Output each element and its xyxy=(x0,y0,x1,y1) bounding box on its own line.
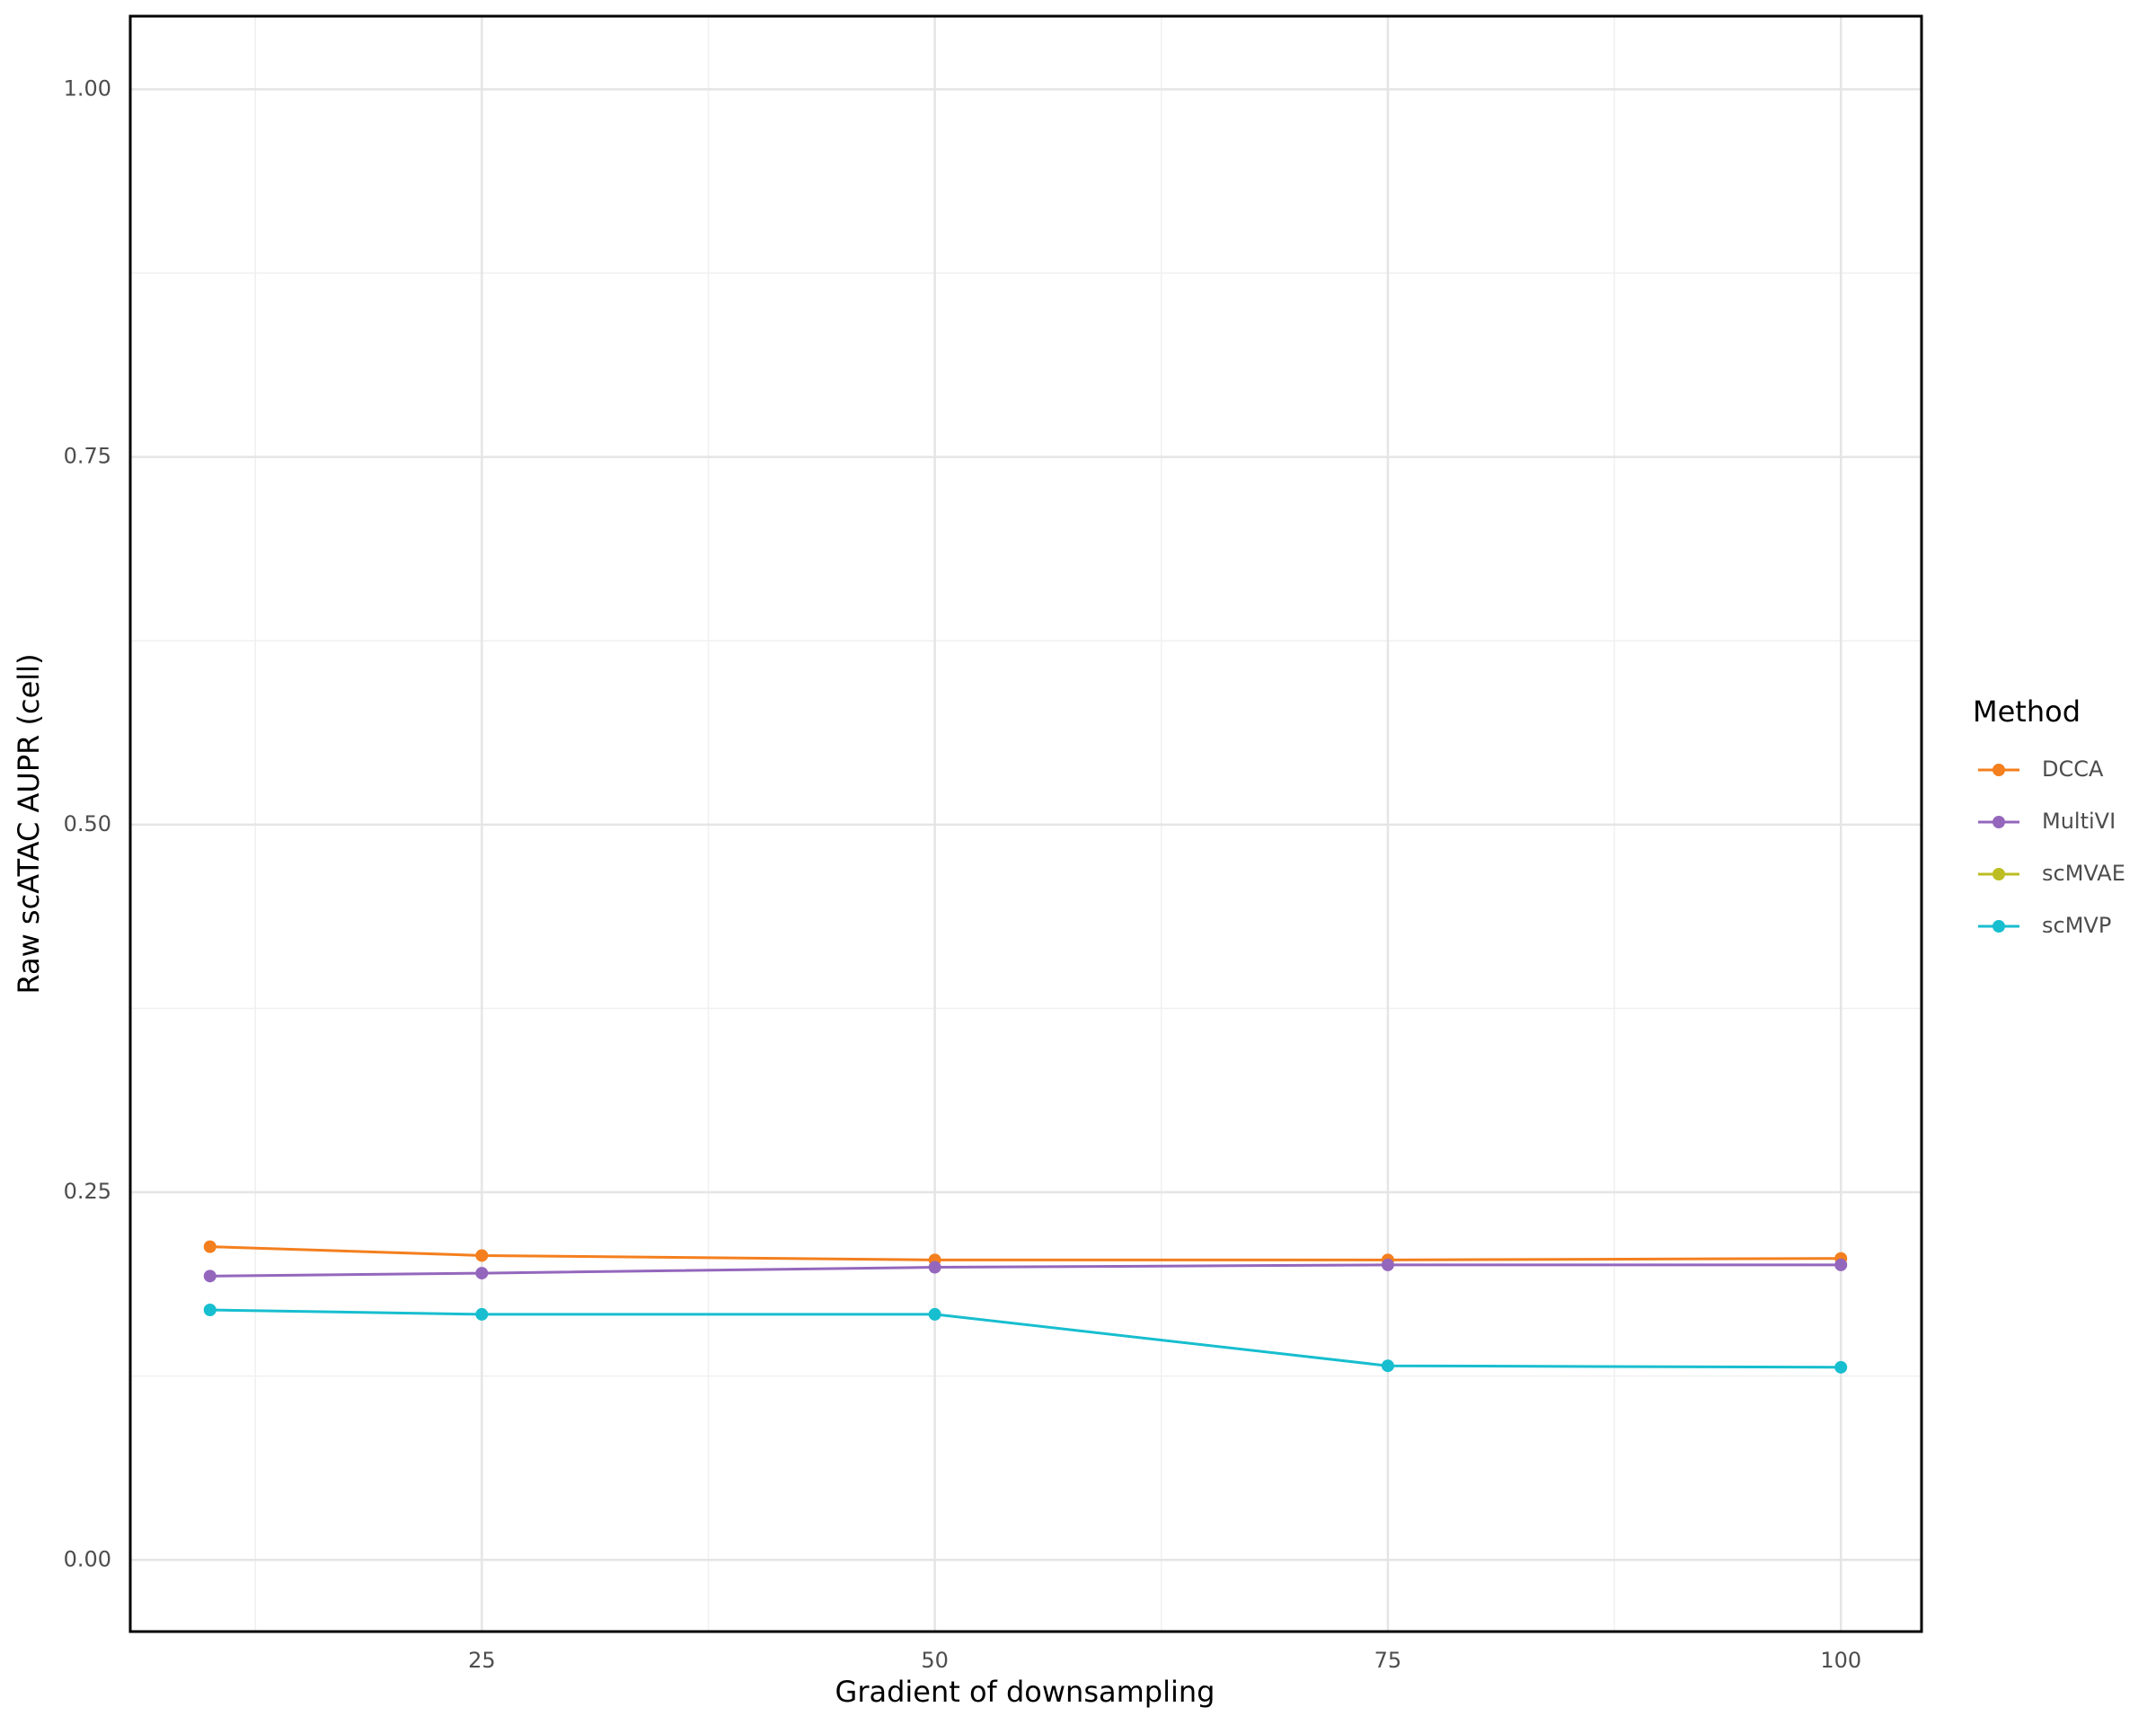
point xyxy=(1834,1360,1848,1374)
point xyxy=(1381,1359,1394,1373)
series-line xyxy=(209,1308,1842,1369)
legend-key-point xyxy=(1993,764,2005,776)
legend-key-point xyxy=(1993,920,2005,933)
point xyxy=(203,1240,216,1253)
point xyxy=(203,1269,216,1283)
point xyxy=(928,1261,941,1274)
point xyxy=(928,1307,941,1321)
legend-label: DCCA xyxy=(2042,756,2104,782)
y-axis-title: Raw scATAC AUPR (cell) xyxy=(12,653,46,994)
grid xyxy=(130,16,1922,1632)
legend-label: scMVP xyxy=(2042,913,2111,938)
point xyxy=(1381,1258,1394,1271)
x-axis-title: Gradient of downsampling xyxy=(835,1675,1215,1709)
x-tick-label: 75 xyxy=(1374,1648,1402,1673)
y-tick-label: 1.00 xyxy=(64,75,111,101)
legend-label: MultiVI xyxy=(2042,809,2116,834)
point xyxy=(475,1249,489,1262)
legend-label: scMVAE xyxy=(2042,861,2125,886)
x-tick-label: 25 xyxy=(468,1648,496,1673)
x-tick-label: 50 xyxy=(921,1648,949,1673)
point xyxy=(475,1307,489,1321)
plot-border xyxy=(128,14,1923,1633)
series-line xyxy=(209,1245,1842,1261)
point xyxy=(475,1267,489,1280)
y-tick-label: 0.25 xyxy=(64,1179,111,1204)
y-tick-label: 0.00 xyxy=(64,1546,111,1571)
y-tick-label: 0.50 xyxy=(64,811,111,836)
point xyxy=(1834,1258,1848,1271)
legend-key-point xyxy=(1993,868,2005,880)
point xyxy=(203,1304,216,1317)
series-line xyxy=(209,1263,1842,1278)
legend-title: Method xyxy=(1973,694,2081,729)
y-tick-label: 0.75 xyxy=(64,444,111,469)
x-tick-label: 100 xyxy=(1820,1648,1861,1673)
legend-key-point xyxy=(1993,816,2005,828)
